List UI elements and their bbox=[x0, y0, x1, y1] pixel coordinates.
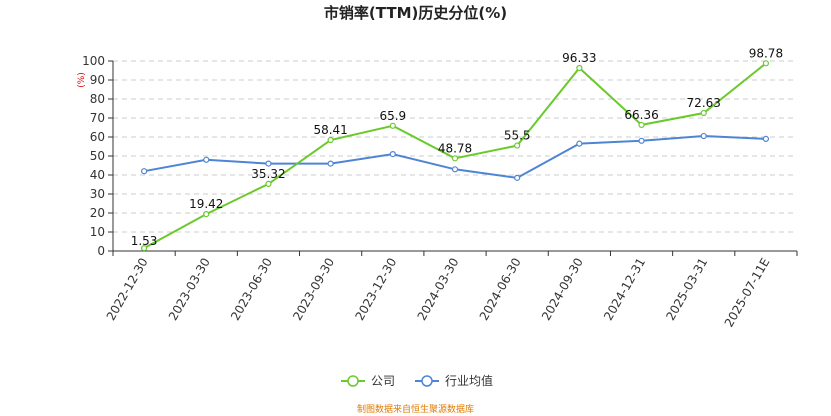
x-tick-label: 2025-03-31 bbox=[663, 256, 710, 323]
data-point bbox=[700, 132, 707, 140]
y-axis-unit: (%) bbox=[77, 72, 87, 88]
data-point bbox=[203, 211, 210, 218]
data-point bbox=[451, 166, 459, 173]
x-tick-label: 2025-07-11E bbox=[722, 256, 773, 330]
data-point bbox=[514, 174, 521, 181]
x-tick-label: 2023-03-30 bbox=[166, 255, 213, 322]
data-point bbox=[265, 160, 272, 167]
data-label: 65.9 bbox=[379, 109, 406, 123]
y-tick-label: 40 bbox=[90, 168, 105, 182]
data-point bbox=[389, 151, 396, 158]
grid-lines bbox=[113, 60, 797, 233]
data-point bbox=[389, 122, 396, 129]
x-tick-label: 2024-09-30 bbox=[539, 256, 586, 323]
data-point bbox=[327, 160, 334, 167]
data-point bbox=[762, 60, 770, 67]
y-tick-label: 80 bbox=[90, 92, 105, 106]
legend-label: 行业均值 bbox=[445, 373, 493, 388]
data-label: 98.78 bbox=[749, 46, 783, 60]
data-point bbox=[265, 180, 272, 187]
x-tick-label: 2024-06-30 bbox=[477, 256, 524, 323]
data-point bbox=[638, 137, 645, 144]
data-point bbox=[140, 168, 148, 175]
data-point bbox=[451, 155, 459, 162]
data-point bbox=[576, 64, 583, 72]
y-tick-label: 10 bbox=[90, 225, 105, 239]
data-point bbox=[638, 121, 645, 129]
y-tick-label: 30 bbox=[90, 187, 105, 201]
data-point bbox=[762, 135, 770, 142]
data-point bbox=[203, 156, 210, 163]
data-label: 66.36 bbox=[624, 108, 658, 122]
y-tick-label: 50 bbox=[90, 149, 105, 163]
data-label: 58.41 bbox=[313, 123, 347, 137]
x-tick-label: 2022-12-30 bbox=[104, 256, 151, 323]
legend-item[interactable]: 行业均值 bbox=[415, 373, 493, 388]
data-label: 19.42 bbox=[189, 197, 223, 211]
x-tick-label: 2024-03-30 bbox=[415, 256, 462, 323]
data-point bbox=[576, 140, 583, 147]
y-tick-label: 70 bbox=[90, 111, 105, 125]
x-tick-label: 2024-12-31 bbox=[601, 256, 648, 323]
x-tick-label: 2023-12-30 bbox=[352, 256, 399, 323]
legend-marker bbox=[347, 375, 359, 387]
legend-label: 公司 bbox=[371, 374, 395, 388]
data-label: 48.78 bbox=[438, 141, 472, 155]
y-tick-label: 20 bbox=[90, 206, 105, 220]
x-tick-label: 2023-06-30 bbox=[228, 256, 275, 323]
data-label: 55.5 bbox=[504, 129, 531, 143]
y-tick-label: 0 bbox=[97, 244, 105, 258]
data-point bbox=[700, 109, 707, 117]
data-point bbox=[140, 244, 148, 252]
legend-item[interactable]: 公司 bbox=[341, 374, 395, 388]
data-label: 1.53 bbox=[131, 234, 158, 248]
data-label: 72.63 bbox=[687, 96, 721, 110]
chart-title: 市销率(TTM)历史分位(%) bbox=[324, 4, 507, 22]
data-point bbox=[327, 136, 334, 144]
y-tick-label: 60 bbox=[90, 130, 105, 144]
y-tick-label: 90 bbox=[90, 73, 105, 87]
series-group bbox=[140, 60, 770, 252]
x-tick-label: 2023-09-30 bbox=[290, 256, 337, 323]
y-axis-ticks: 0 10 20 30 40 50 60 70 80 90 100 bbox=[82, 54, 113, 258]
legend[interactable]: 公司 行业均值 bbox=[341, 373, 493, 388]
data-label: 96.33 bbox=[562, 51, 596, 65]
legend-marker bbox=[421, 375, 433, 387]
source-note: 制图数据来自恒生聚源数据库 bbox=[357, 403, 474, 415]
data-point bbox=[514, 142, 521, 149]
data-labels: 1.53 19.42 35.32 58.41 65.9 48.78 55.5 96.33 66.… bbox=[131, 46, 783, 248]
data-label: 35.32 bbox=[251, 167, 285, 181]
y-tick-label: 100 bbox=[82, 54, 105, 68]
x-axis-ticks: 2022-12-30 2023-03-30 2023-06-30 2023-09-30… bbox=[104, 251, 798, 330]
